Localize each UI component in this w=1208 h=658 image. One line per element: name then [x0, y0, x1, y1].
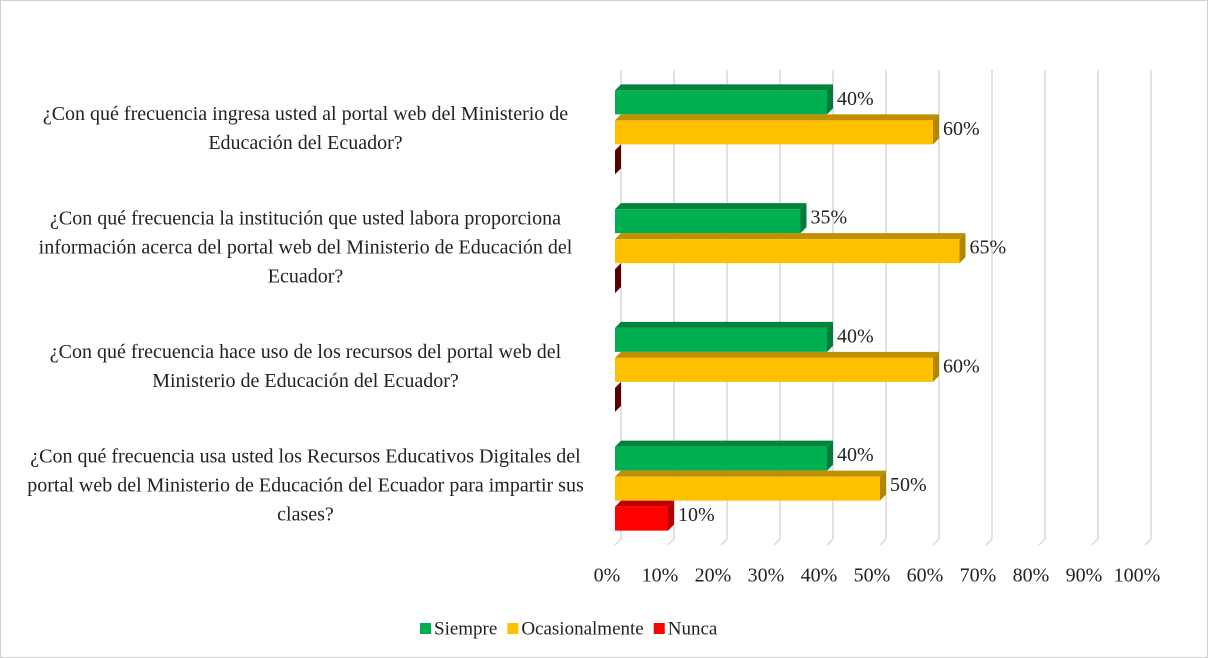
x-tick-label: 60% [907, 565, 944, 587]
legend-label: Nunca [668, 618, 718, 639]
grid-line-base [1144, 538, 1152, 546]
bar-side [880, 470, 886, 501]
x-tick-label: 40% [801, 565, 838, 587]
bar [615, 506, 668, 531]
bar-top [615, 114, 939, 121]
data-label: 60% [943, 355, 980, 377]
legend-label: Ocasionalmente [521, 618, 643, 639]
bar-side [933, 351, 939, 382]
bar-side [827, 440, 833, 471]
grid-line-base [667, 538, 675, 546]
grid-line-base [879, 538, 887, 546]
legend-swatch [507, 623, 519, 634]
bar-top [615, 470, 886, 477]
data-label: 10% [678, 504, 715, 526]
x-tick-label: 100% [1114, 565, 1161, 587]
grid-line-base [614, 538, 622, 546]
bar-side [668, 500, 674, 531]
x-tick-label: 50% [854, 565, 891, 587]
data-label: 40% [837, 444, 874, 466]
bar-top [615, 351, 939, 358]
bar-side [959, 233, 966, 264]
grid-line-base [773, 538, 781, 546]
x-tick-label: 90% [1066, 565, 1103, 587]
legend-swatch [420, 623, 431, 634]
x-tick-label: 80% [1013, 565, 1050, 587]
bar [615, 476, 880, 501]
bar-side [933, 114, 939, 145]
grid-line-base [1091, 538, 1099, 546]
category-label: ¿Con qué frecuencia ingresa usted al por… [42, 103, 569, 155]
category-label: ¿Con qué frecuencia la institución que u… [38, 207, 573, 288]
grid-line-base [720, 538, 728, 546]
x-tick-label: 70% [960, 565, 997, 587]
bar-side [827, 321, 833, 352]
data-label: 50% [890, 474, 927, 496]
x-tick-label: 30% [748, 565, 785, 587]
x-tick-label: 0% [594, 565, 621, 587]
grid-line-base [932, 538, 940, 546]
x-tick-label: 10% [642, 565, 679, 587]
bar-top [615, 321, 833, 328]
grid-line-base [826, 538, 834, 546]
bar-side [827, 84, 833, 115]
bar-side [615, 381, 621, 412]
bar-top [615, 233, 966, 240]
bar [615, 327, 827, 352]
bar-top [615, 84, 833, 91]
category-label: ¿Con qué frecuencia usa usted los Recurs… [27, 445, 584, 526]
data-label: 40% [837, 325, 874, 347]
category-label: ¿Con qué frecuencia hace uso de los recu… [49, 340, 562, 392]
bar [615, 120, 933, 145]
bar [615, 239, 960, 264]
data-label: 65% [970, 237, 1007, 259]
data-label: 35% [811, 207, 848, 229]
grid-line-base [1038, 538, 1046, 546]
bar-side [615, 263, 621, 294]
bar [615, 357, 933, 382]
legend-label: Siempre [434, 618, 497, 639]
data-label: 60% [943, 118, 980, 140]
bar [615, 209, 801, 234]
bar-side [800, 203, 807, 234]
bar-top [615, 500, 674, 507]
bar-top [615, 203, 807, 210]
x-tick-label: 20% [695, 565, 732, 587]
bar-top [615, 440, 833, 447]
legend-swatch [653, 623, 665, 634]
data-label: 40% [837, 88, 874, 110]
grid-line-base [985, 538, 993, 546]
bar-side [615, 144, 621, 175]
bar [615, 446, 827, 471]
bar [615, 90, 827, 115]
